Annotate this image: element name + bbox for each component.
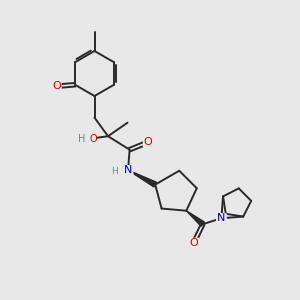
FancyBboxPatch shape: [188, 238, 199, 248]
Text: O: O: [189, 238, 198, 248]
FancyBboxPatch shape: [110, 167, 119, 176]
Text: O: O: [89, 134, 97, 144]
FancyBboxPatch shape: [143, 137, 154, 147]
FancyBboxPatch shape: [216, 213, 227, 223]
Text: H: H: [78, 134, 85, 144]
Polygon shape: [186, 211, 205, 226]
FancyBboxPatch shape: [51, 81, 62, 91]
Text: O: O: [144, 137, 153, 147]
Text: O: O: [52, 81, 61, 91]
FancyBboxPatch shape: [77, 134, 97, 145]
Polygon shape: [128, 170, 157, 187]
Text: N: N: [217, 213, 226, 223]
Text: H: H: [111, 167, 118, 176]
Text: N: N: [124, 165, 132, 175]
FancyBboxPatch shape: [123, 165, 134, 175]
